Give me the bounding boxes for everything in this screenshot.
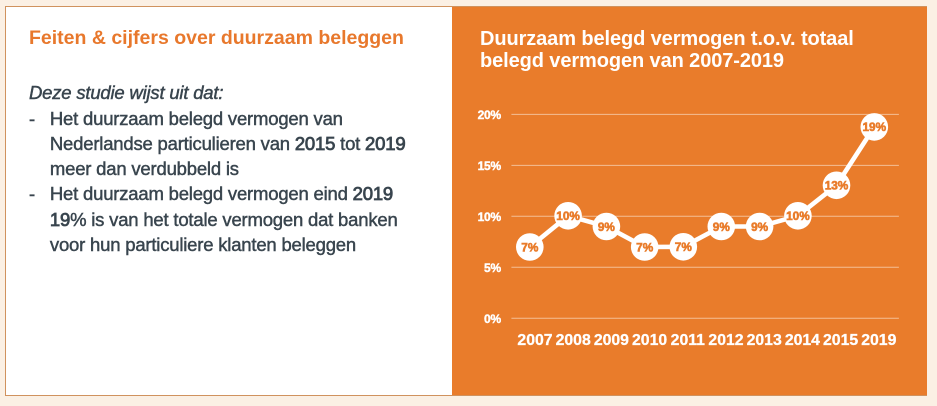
svg-text:2012: 2012 — [708, 332, 743, 349]
svg-text:2010: 2010 — [632, 332, 667, 349]
svg-text:10%: 10% — [786, 209, 810, 223]
svg-text:2007: 2007 — [517, 332, 552, 349]
svg-text:2008: 2008 — [556, 332, 591, 349]
svg-text:19%: 19% — [862, 120, 886, 134]
svg-text:9%: 9% — [713, 220, 731, 234]
svg-text:7%: 7% — [636, 240, 654, 254]
svg-text:10%: 10% — [478, 210, 502, 224]
svg-text:0%: 0% — [484, 312, 501, 326]
svg-text:2011: 2011 — [671, 332, 705, 349]
svg-text:2019: 2019 — [861, 332, 896, 349]
svg-text:5%: 5% — [484, 261, 501, 275]
svg-text:9%: 9% — [751, 220, 769, 234]
svg-text:10%: 10% — [556, 209, 580, 223]
svg-text:2009: 2009 — [594, 332, 629, 349]
svg-text:9%: 9% — [598, 220, 616, 234]
svg-text:7%: 7% — [675, 240, 693, 254]
svg-text:2014: 2014 — [785, 332, 820, 349]
svg-text:2015: 2015 — [823, 332, 858, 349]
svg-text:15%: 15% — [478, 159, 502, 173]
svg-text:7%: 7% — [521, 240, 539, 254]
svg-text:13%: 13% — [825, 179, 849, 193]
svg-text:2013: 2013 — [747, 332, 782, 349]
svg-text:20%: 20% — [478, 108, 502, 122]
